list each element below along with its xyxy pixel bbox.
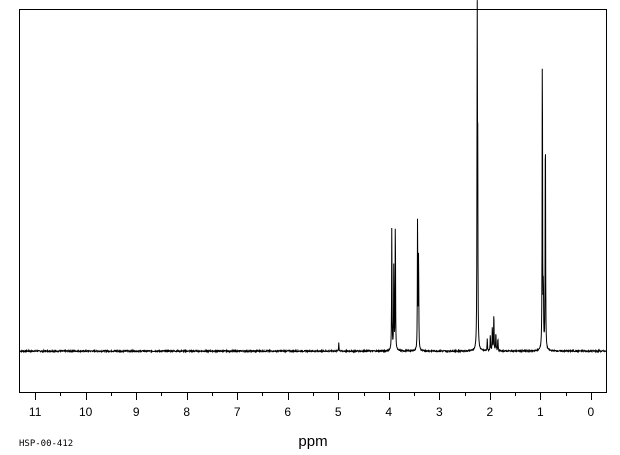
x-axis-title: ppm	[298, 433, 327, 450]
x-tick-label: 4	[385, 405, 392, 419]
spectrum-line	[19, 0, 607, 354]
plot-frame	[19, 9, 607, 393]
x-tick-label: 9	[133, 405, 140, 419]
x-tick-label: 8	[183, 405, 190, 419]
x-tick-label: 1	[537, 405, 544, 419]
x-tick-label: 3	[436, 405, 443, 419]
x-axis-ticks	[35, 392, 592, 400]
footer-code: HSP-00-412	[19, 439, 73, 449]
x-tick-label: 2	[486, 405, 493, 419]
x-tick-label: 7	[234, 405, 241, 419]
x-tick-label: 11	[29, 405, 42, 419]
x-tick-label: 10	[79, 405, 93, 419]
x-tick-label: 6	[284, 405, 291, 419]
x-tick-label: 5	[335, 405, 342, 419]
x-tick-label: 0	[588, 405, 595, 419]
x-axis-tick-labels: 11 10 9 8 7 6 5 4 3 2 1 0	[29, 405, 595, 419]
